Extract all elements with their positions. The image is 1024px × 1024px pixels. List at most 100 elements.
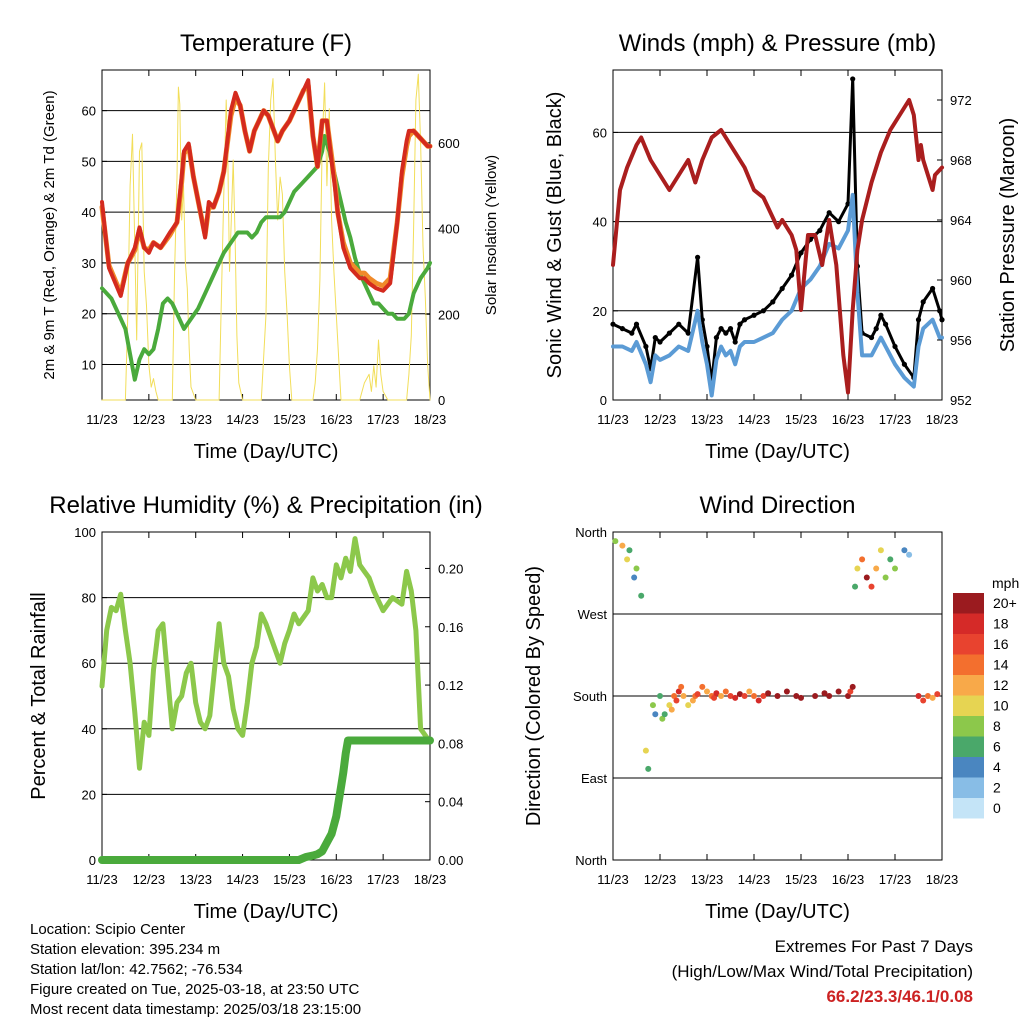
station-info: Location: Scipio Center Station elevatio…	[30, 920, 361, 1020]
x-tick-label: 17/23	[367, 412, 400, 427]
y-tick-label: 40	[82, 722, 96, 737]
wind-direction-point	[765, 690, 772, 697]
y-tick-label: 0	[600, 393, 607, 408]
y-tick-label: North	[575, 853, 607, 868]
x-tick-label: 11/23	[86, 872, 118, 887]
legend-swatch	[953, 798, 984, 819]
y-tick-label: 30	[82, 256, 96, 271]
legend-swatch	[953, 593, 984, 614]
wind-direction-point	[631, 574, 638, 581]
wind-direction-point	[704, 688, 710, 695]
wind-direction-point	[859, 556, 866, 563]
legend-label: 20+	[993, 595, 1017, 611]
relative-humidity-line	[99, 536, 433, 771]
wind-direction-point	[920, 697, 927, 704]
y-tick-label: 40	[82, 205, 96, 220]
legend-swatch	[953, 777, 984, 798]
x-tick-label: 16/23	[832, 412, 865, 427]
x-tick-label: 16/23	[320, 872, 353, 887]
x-tick-label: 17/23	[879, 872, 912, 887]
legend-swatch	[953, 716, 984, 737]
wind-direction-point	[689, 697, 696, 704]
wind-direction-point	[906, 551, 913, 558]
y-tick-label: South	[573, 689, 607, 704]
x-tick-label: 11/23	[86, 412, 118, 427]
legend-label: 16	[993, 636, 1009, 652]
wind-direction-point	[619, 542, 626, 549]
wind-direction-point	[657, 693, 663, 699]
station-location: Location: Scipio Center	[30, 921, 186, 938]
wind-direction-point	[812, 693, 819, 699]
wind-direction-point	[845, 693, 851, 699]
legend-swatch	[953, 757, 984, 778]
y2-tick-label: 0	[438, 393, 445, 408]
extremes-values: 66.2/23.3/46.1/0.08	[826, 987, 973, 1006]
legend-label: 0	[993, 800, 1001, 816]
y-tick-label: 20	[593, 304, 607, 319]
legend-label: 6	[993, 739, 1001, 755]
extremes-box: Extremes For Past 7 Days (High/Low/Max W…	[672, 934, 973, 1009]
x-tick-label: 13/23	[179, 872, 212, 887]
y2-tick-label: 400	[438, 222, 460, 237]
wind-direction-point	[652, 711, 659, 718]
chart-title: Relative Humidity (%) & Precipitation (i…	[49, 492, 482, 519]
x-axis-title: Time (Day/UTC)	[194, 441, 339, 463]
wind-direction-point	[760, 693, 767, 699]
x-tick-label: 13/23	[691, 412, 724, 427]
x-tick-label: 14/23	[226, 872, 259, 887]
wind-direction-point	[854, 565, 861, 572]
wind-direction-point	[732, 694, 739, 701]
x-tick-label: 15/23	[273, 412, 306, 427]
wind-direction-point	[673, 697, 680, 704]
gust-line	[611, 77, 944, 384]
x-tick-label: 13/23	[691, 872, 724, 887]
solar-insolation-line	[101, 73, 431, 401]
legend-label: 14	[993, 657, 1009, 673]
y-tick-label: West	[578, 607, 608, 622]
extremes-subtitle: (High/Low/Max Wind/Total Precipitation)	[671, 962, 973, 981]
wind-direction-point	[675, 688, 682, 695]
y-axis-title: 2m & 9m T (Red, Orange) & 2m Td (Green)	[41, 90, 58, 379]
y2-tick-label: 0.00	[438, 853, 463, 868]
panel-3	[612, 531, 984, 861]
legend-label: 10	[993, 698, 1009, 714]
wind-direction-point	[685, 702, 692, 709]
legend-label: 12	[993, 677, 1009, 693]
legend-swatch	[953, 613, 984, 634]
wind-direction-point	[892, 565, 898, 572]
station-latlon: Station lat/lon: 42.7562; -76.534	[30, 961, 243, 978]
plot-frame	[101, 69, 431, 401]
wind-direction-point	[746, 688, 753, 695]
chart-title: Temperature (F)	[180, 30, 352, 57]
wind-direction-point	[901, 547, 908, 554]
wind-direction-point	[849, 683, 856, 690]
wind-direction-point	[852, 583, 859, 590]
wind-direction-point	[659, 715, 666, 722]
panel-0	[99, 69, 433, 401]
y2-tick-label: 972	[950, 93, 972, 108]
wind-direction-point	[722, 688, 729, 695]
y2-tick-label: 968	[950, 153, 972, 168]
recent-timestamp: Most recent data timestamp: 2025/03/18 2…	[30, 1001, 362, 1018]
legend-swatch	[953, 654, 984, 675]
wind-direction-point	[882, 574, 889, 581]
wind-direction-point	[929, 694, 936, 701]
wind-direction-point	[887, 556, 894, 563]
extremes-title: Extremes For Past 7 Days	[774, 937, 973, 956]
x-tick-label: 16/23	[320, 412, 353, 427]
x-tick-label: 12/23	[133, 412, 166, 427]
wind-direction-point	[924, 693, 931, 699]
wind-direction-point	[915, 693, 922, 699]
wind-direction-point	[699, 683, 706, 690]
wind-direction-point	[774, 693, 781, 699]
wind-direction-point	[624, 556, 631, 563]
x-tick-label: 18/23	[414, 412, 447, 427]
wind-direction-point	[847, 688, 854, 695]
legend-swatch	[953, 675, 984, 696]
x-tick-label: 17/23	[879, 412, 912, 427]
x-tick-label: 12/23	[133, 872, 166, 887]
wind-direction-point	[711, 694, 718, 701]
legend-swatch	[953, 695, 984, 716]
wind-direction-point	[668, 706, 675, 713]
y-tick-label: 100	[74, 525, 96, 540]
